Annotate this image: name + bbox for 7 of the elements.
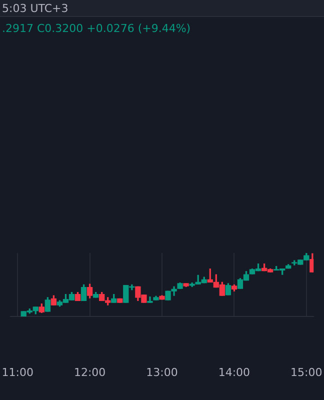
x-tick-label: 11:00 bbox=[2, 366, 34, 379]
x-tick-label: 14:00 bbox=[218, 366, 250, 379]
x-tick-label: 12:00 bbox=[74, 366, 106, 379]
x-tick-label: 15:00 bbox=[290, 366, 322, 379]
text: 5:03 UTC+3 bbox=[2, 2, 68, 15]
text: .2917 C0.3200 +0.0276 (+9.44%) bbox=[2, 22, 191, 35]
x-tick-label: 13:00 bbox=[146, 366, 178, 379]
